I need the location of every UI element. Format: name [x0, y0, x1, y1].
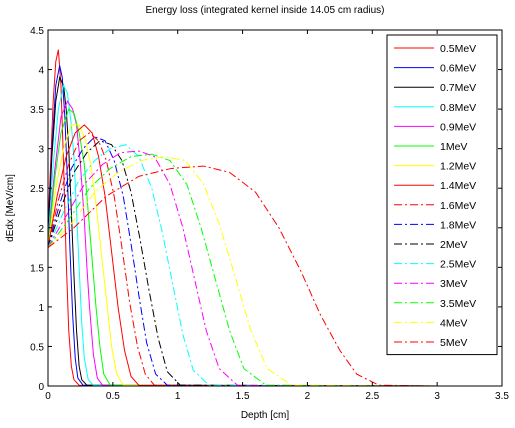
legend-entry-label: 0.7MeV — [440, 82, 476, 94]
legend-entry-label: 1.8MeV — [440, 219, 476, 231]
x-axis-label: Depth [cm] — [241, 410, 290, 421]
x-tick-label: 3.5 — [495, 391, 509, 402]
legend-entry-label: 1.6MeV — [440, 200, 476, 212]
series-line-0-8mev — [48, 83, 438, 386]
series-line-3-5mev — [48, 153, 438, 386]
x-tick-label: 1.5 — [236, 391, 250, 402]
series-line-1-4mev — [48, 124, 438, 386]
legend-box — [386, 34, 498, 356]
x-tick-label: 1 — [175, 391, 181, 402]
series-line-0-7mev — [48, 75, 438, 386]
series-line-1mev — [48, 108, 438, 386]
y-tick-label: 3.5 — [30, 105, 44, 116]
series-line-0-5mev — [48, 49, 438, 386]
x-tick-label: 2 — [305, 391, 311, 402]
y-tick-label: 1.5 — [30, 263, 44, 274]
y-tick-label: 0 — [38, 382, 44, 393]
legend-entry-label: 2.5MeV — [440, 259, 476, 271]
x-tick-label: 3 — [434, 391, 440, 402]
y-tick-label: 2 — [38, 224, 44, 235]
x-tick-label: 0.5 — [106, 391, 120, 402]
x-tick-label: 2.5 — [365, 391, 379, 402]
legend-entry-label: 1.2MeV — [440, 161, 476, 173]
legend-entry-label: 5MeV — [440, 337, 467, 349]
series-group — [48, 49, 438, 386]
legend-entry-label: 1MeV — [440, 141, 467, 153]
legend-entry-label: 4MeV — [440, 317, 467, 329]
legend-entry-label: 2MeV — [440, 239, 467, 251]
y-axis-label: dEdx [MeV/cm] — [5, 174, 16, 242]
series-line-1-6mev — [48, 132, 438, 386]
legend-entry-label: 1.4MeV — [440, 180, 476, 192]
legend-entry-label: 3MeV — [440, 278, 467, 290]
y-tick-label: 4 — [38, 66, 44, 77]
legend-entry-label: 3.5MeV — [440, 298, 476, 310]
series-line-2mev — [48, 140, 438, 386]
legend-entry-label: 0.8MeV — [440, 102, 476, 114]
legend-entry-label: 0.9MeV — [440, 121, 476, 133]
legend-entry-label: 0.6MeV — [440, 63, 476, 75]
series-line-1-2mev — [48, 124, 438, 386]
y-tick-label: 2.5 — [30, 184, 44, 195]
legend-entry-label: 0.5MeV — [440, 43, 476, 55]
y-tick-label: 3 — [38, 145, 44, 156]
chart-title: Energy loss (integrated kernel inside 14… — [145, 5, 384, 16]
legend: 0.5MeV 0.6MeV 0.7MeV 0.8MeV 0.9MeV 1MeV 1.2MeV… — [386, 34, 498, 356]
axes-box — [47, 29, 503, 387]
x-tick-label: 0 — [45, 391, 51, 402]
series-line-5mev — [48, 165, 438, 386]
y-tick-label: 1 — [38, 303, 44, 314]
axis-ticks: 0 0.5 1 1.5 2 2.5 3 3.5 0 0.5 1 1.5 2 2.5 3 3.5 4 4.5 — [30, 26, 509, 402]
series-line-1-8mev — [48, 136, 438, 386]
y-tick-label: 4.5 — [30, 26, 44, 37]
y-tick-label: 0.5 — [30, 342, 44, 353]
series-line-0-9mev — [48, 100, 438, 386]
